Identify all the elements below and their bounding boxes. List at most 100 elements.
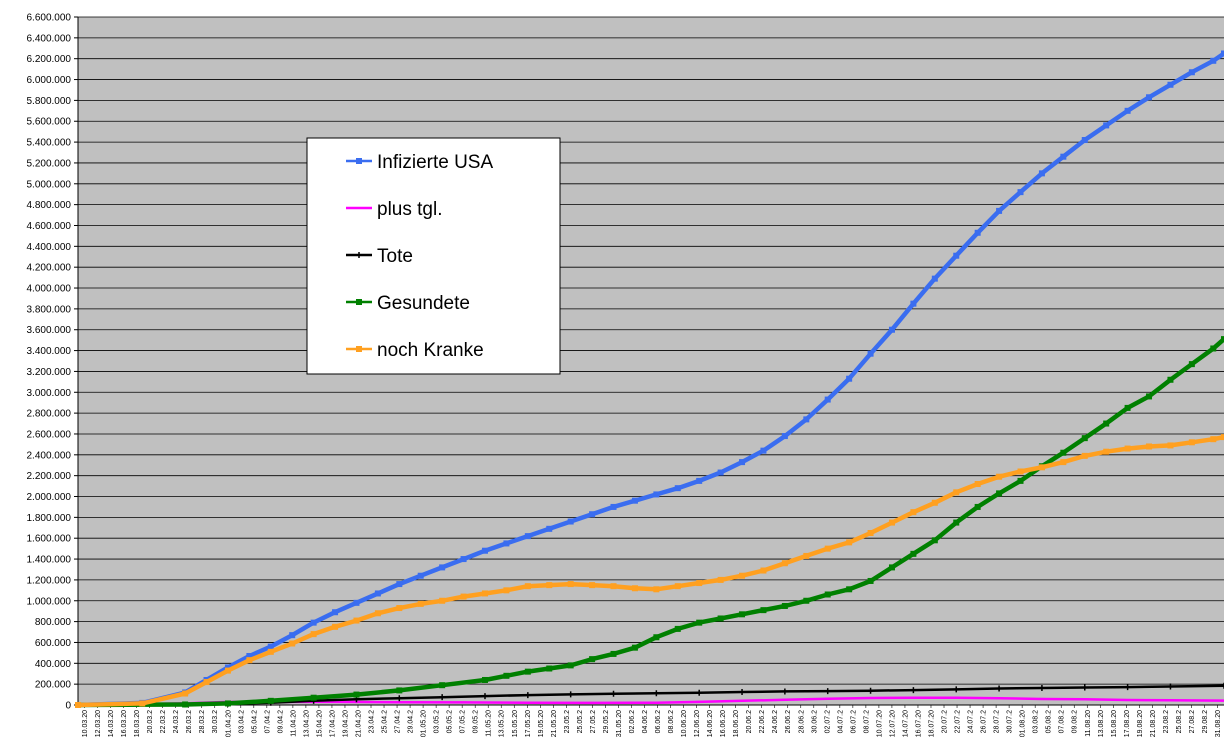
y-tick-label: 5.200.000: [27, 158, 72, 169]
x-tick-label: 31.05.20: [616, 710, 623, 737]
data-point: [353, 691, 360, 698]
data-point: [931, 499, 938, 506]
data-point: [1167, 683, 1174, 690]
x-tick-label: 07.08.2: [1059, 710, 1066, 733]
legend-entry: Gesundete: [346, 293, 470, 314]
x-tick-label: 06.07.2: [850, 710, 857, 733]
data-point: [717, 615, 724, 622]
x-tick-label: 05.08.2: [1046, 710, 1053, 733]
data-point: [739, 459, 746, 466]
data-point: [781, 688, 788, 695]
data-point: [310, 631, 317, 638]
x-tick-label: 27.08.2: [1189, 710, 1196, 733]
data-point: [460, 701, 467, 704]
x-tick-label: 01.08.20: [1020, 710, 1027, 737]
y-tick-label: 600.000: [35, 638, 72, 649]
y-tick-label: 2.600.000: [27, 429, 72, 440]
x-tick-label: 13.04.20: [303, 710, 310, 737]
data-point: [631, 585, 638, 592]
x-tick-label: 08.06.2: [668, 710, 675, 733]
data-point: [910, 687, 917, 694]
data-point: [353, 599, 360, 606]
data-point: [224, 664, 231, 671]
x-tick-label: 17.05.20: [525, 710, 532, 737]
data-point: [996, 685, 1003, 692]
y-tick-label: 3.800.000: [27, 304, 72, 315]
data-point: [332, 609, 339, 616]
x-tick-label: 22.03.2: [160, 710, 167, 733]
data-point: [1146, 393, 1153, 400]
data-point: [75, 702, 81, 708]
series-line: [77, 434, 1224, 708]
data-point: [396, 605, 403, 612]
data-point: [589, 701, 596, 704]
legend-label: noch Kranke: [377, 340, 484, 361]
x-tick-label: 19.05.20: [538, 710, 545, 737]
data-point: [267, 648, 274, 655]
data-point: [396, 687, 403, 694]
x-tick-label: 03.08.2: [1033, 710, 1040, 733]
data-point: [182, 701, 189, 708]
data-point: [953, 489, 960, 496]
y-tick-label: 800.000: [35, 617, 72, 628]
data-point: [310, 619, 317, 626]
y-tick-label: 1.800.000: [27, 513, 72, 524]
data-point: [781, 433, 788, 440]
data-point: [1167, 699, 1174, 702]
data-point: [481, 693, 488, 700]
data-point: [803, 552, 810, 559]
x-tick-label: 28.07.2: [994, 710, 1001, 733]
data-point: [696, 619, 703, 626]
legend-entry: noch Kranke: [346, 340, 484, 361]
x-tick-label: 08.07.2: [863, 710, 870, 733]
data-point: [739, 611, 746, 618]
series-gesundete: [75, 336, 1224, 708]
x-tick-label: 24.07.2: [968, 710, 975, 733]
x-tick-label: 22.06.2: [759, 710, 766, 733]
data-point: [546, 582, 553, 589]
x-tick-label: 12.06.20: [694, 710, 701, 737]
data-point: [1017, 189, 1024, 196]
data-point: [374, 590, 381, 597]
data-point: [417, 572, 424, 579]
x-tick-label: 21.04.20: [355, 710, 362, 737]
x-tick-label: 18.06.20: [733, 710, 740, 737]
data-point: [1081, 137, 1088, 144]
x-tick-label: 26.07.2: [981, 710, 988, 733]
data-point: [953, 252, 960, 259]
x-tick-label: 04.07.2: [837, 710, 844, 733]
data-point: [974, 481, 981, 488]
data-point: [1167, 376, 1174, 383]
x-tick-label: 13.05.20: [499, 710, 506, 737]
x-tick-label: 25.05.2: [577, 710, 584, 733]
data-point: [396, 695, 403, 702]
data-point: [867, 530, 874, 536]
data-point: [139, 700, 146, 707]
x-tick-label: 18.07.20: [928, 710, 935, 737]
data-point: [524, 701, 531, 704]
x-tick-label: 28.06.2: [798, 710, 805, 733]
data-point: [1210, 345, 1217, 352]
x-tick-label: 30.06.2: [811, 710, 818, 733]
y-tick-label: 5.400.000: [27, 138, 72, 149]
data-point: [1038, 464, 1045, 471]
y-tick-label: 6.200.000: [27, 54, 72, 65]
y-tick-label: 6.400.000: [27, 33, 72, 44]
data-point: [1146, 443, 1153, 450]
data-point: [610, 583, 617, 590]
data-point: [910, 509, 917, 516]
y-tick-label: 5.000.000: [27, 179, 72, 190]
data-point: [653, 586, 660, 593]
data-point: [1124, 107, 1131, 114]
data-point: [1103, 122, 1110, 129]
legend-entry: plus tgl.: [346, 199, 442, 220]
legend-marker: [356, 346, 362, 352]
data-point: [717, 576, 724, 583]
legend-marker: [356, 252, 362, 258]
data-point: [888, 326, 895, 333]
data-point: [953, 696, 960, 699]
data-point: [1060, 153, 1067, 160]
data-point: [824, 591, 831, 598]
data-point: [846, 586, 853, 593]
legend-label: Tote: [377, 246, 413, 267]
